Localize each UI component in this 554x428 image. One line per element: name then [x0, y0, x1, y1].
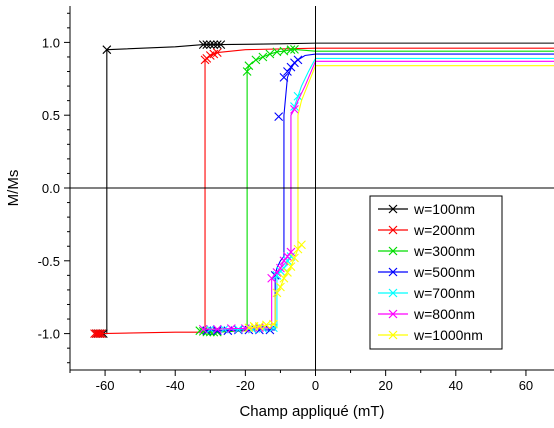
- data-point: [272, 47, 282, 57]
- data-point: [233, 324, 243, 334]
- data-point: [242, 67, 252, 76]
- series-w=800nm: [198, 60, 554, 334]
- data-point: [279, 72, 289, 82]
- legend-item: w=1000nm: [378, 327, 483, 343]
- data-point: [290, 44, 299, 54]
- legend-marker: [388, 309, 398, 319]
- x-tick-label: 20: [378, 378, 392, 393]
- data-point: [279, 273, 289, 283]
- x-tick-label: -20: [236, 378, 255, 393]
- legend-label: w=500nm: [413, 264, 475, 280]
- series-w=200nm: [90, 47, 554, 338]
- x-tick-label: 40: [449, 378, 463, 393]
- y-tick-label: 1.0: [42, 35, 60, 50]
- data-point: [255, 321, 264, 331]
- data-point: [205, 40, 215, 49]
- legend-marker: [388, 204, 398, 214]
- data-point: [265, 49, 275, 59]
- legend-marker: [388, 267, 398, 277]
- data-point: [212, 324, 222, 334]
- legend-label: w=1000nm: [413, 327, 483, 343]
- y-tick-label: 0.0: [42, 181, 60, 196]
- series-w=300nm: [195, 44, 554, 337]
- data-point: [93, 329, 103, 338]
- data-point: [212, 326, 222, 336]
- data-point: [244, 323, 254, 333]
- data-point: [95, 329, 105, 338]
- x-tick-label: -40: [166, 378, 185, 393]
- data-point: [262, 320, 271, 330]
- data-point: [251, 55, 261, 65]
- data-point: [286, 247, 296, 257]
- data-point: [258, 52, 268, 62]
- series-w=1000nm: [244, 65, 554, 333]
- series-group: [90, 40, 554, 338]
- data-point: [102, 45, 112, 55]
- series-line: [203, 60, 554, 330]
- data-point: [283, 268, 292, 277]
- axes: -60 -40 -20 0 20 40 60 -1.0 -0.5 0.0 0.5 1.0: [38, 6, 554, 393]
- legend-item: w=700nm: [378, 285, 475, 301]
- data-point: [290, 104, 299, 114]
- data-point: [286, 45, 296, 55]
- data-point: [269, 319, 278, 329]
- data-point: [255, 323, 264, 333]
- legend-label: w=100nm: [413, 201, 475, 217]
- data-point: [276, 282, 285, 292]
- x-tick-label: -60: [96, 378, 115, 393]
- legend-marker: [388, 246, 398, 256]
- y-tick-label: 0.5: [42, 108, 60, 123]
- data-point: [226, 324, 236, 333]
- data-point: [293, 244, 303, 254]
- legend-item: w=100nm: [378, 201, 475, 217]
- data-point: [212, 40, 222, 49]
- data-point: [202, 40, 212, 49]
- data-point: [297, 240, 306, 250]
- data-point: [97, 329, 106, 338]
- legend-item: w=200nm: [378, 222, 475, 238]
- data-point: [283, 67, 292, 76]
- legend: w=100nm w=200nm w=300nm w=500nm w=700nm w=800…: [369, 195, 503, 350]
- data-point: [209, 40, 219, 49]
- data-point: [283, 252, 292, 261]
- data-point: [240, 324, 250, 333]
- y-axis-title: M/Ms: [5, 170, 22, 207]
- data-point: [293, 91, 303, 101]
- data-point: [279, 256, 289, 266]
- data-point: [276, 263, 285, 273]
- data-point: [216, 40, 226, 49]
- legend-marker: [388, 288, 398, 298]
- legend-label: w=300nm: [413, 243, 475, 259]
- data-point: [244, 61, 254, 71]
- data-point: [272, 288, 282, 298]
- y-tick-label: -1.0: [38, 327, 60, 342]
- legend-label: w=800nm: [413, 306, 475, 322]
- y-tick-label: -0.5: [38, 254, 60, 269]
- legend-label: w=700nm: [413, 285, 475, 301]
- x-tick-label: 60: [519, 378, 533, 393]
- data-point: [272, 270, 282, 280]
- legend-marker: [388, 330, 398, 340]
- data-point: [283, 256, 292, 266]
- x-tick-label: 0: [312, 378, 319, 393]
- data-point: [290, 253, 299, 263]
- data-point: [198, 40, 208, 49]
- data-point: [286, 262, 296, 272]
- data-point: [279, 46, 289, 56]
- data-point: [293, 55, 303, 65]
- data-point: [269, 323, 278, 333]
- legend-label: w=200nm: [413, 222, 475, 238]
- data-point: [274, 112, 284, 122]
- legend-item: w=800nm: [378, 306, 475, 322]
- legend-item: w=300nm: [378, 243, 475, 259]
- data-point: [198, 324, 208, 334]
- data-point: [272, 268, 282, 277]
- legend-item: w=500nm: [378, 264, 475, 280]
- x-axis-title: Champ appliqué (mT): [239, 403, 384, 420]
- legend-marker: [388, 225, 398, 235]
- data-point: [286, 62, 296, 72]
- data-point: [212, 48, 222, 57]
